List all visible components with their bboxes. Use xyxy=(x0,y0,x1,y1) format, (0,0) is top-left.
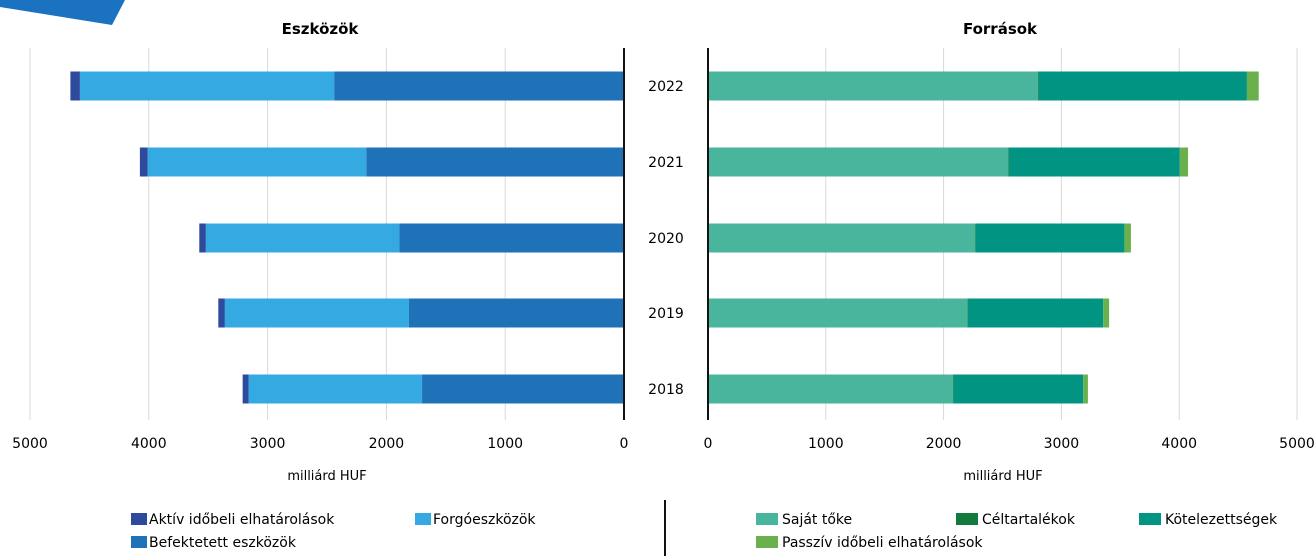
right-bar-segment xyxy=(1179,147,1189,177)
right-bar-segment xyxy=(708,374,954,404)
year-label: 2019 xyxy=(648,306,684,322)
right-legend-swatch xyxy=(756,513,778,525)
corner-accent-shape xyxy=(0,0,125,25)
year-label: 2020 xyxy=(648,231,684,247)
left-bar-segment xyxy=(199,223,206,253)
left-legend-label: Aktív időbeli elhatárolások xyxy=(149,512,335,528)
right-axis-label: milliárd HUF xyxy=(963,469,1042,484)
right-bar-segment xyxy=(1037,71,1039,101)
right-bar-segment xyxy=(1008,147,1009,177)
left-legend-swatch xyxy=(131,536,147,548)
left-bar-segment xyxy=(224,298,409,328)
left-bar-segment xyxy=(205,223,400,253)
left-bar-segment xyxy=(79,71,335,101)
left-bar-segment xyxy=(70,71,80,101)
right-bar-segment xyxy=(1103,298,1110,328)
left-bar-segment xyxy=(147,147,367,177)
right-tick-label: 1000 xyxy=(808,436,844,452)
left-tick-label: 4000 xyxy=(131,436,167,452)
right-bar-segment xyxy=(1083,374,1088,404)
left-bar-segment xyxy=(422,374,624,404)
left-tick-label: 5000 xyxy=(12,436,48,452)
left-axis-label: milliárd HUF xyxy=(287,469,366,484)
right-bar-segment xyxy=(708,147,1009,177)
right-bar-segment xyxy=(708,71,1038,101)
right-legend-swatch xyxy=(1139,513,1161,525)
left-bar-segment xyxy=(242,374,249,404)
right-bar-segment xyxy=(953,374,1084,404)
year-labels: 2022 2021 2020 2019 2018 xyxy=(648,79,684,398)
right-bar-segment xyxy=(975,223,1125,253)
left-tick-label: 2000 xyxy=(369,436,405,452)
left-legend-label: Forgóeszközök xyxy=(433,512,536,528)
right-chart-title: Források xyxy=(963,20,1038,38)
year-label: 2021 xyxy=(648,155,684,171)
right-bar-segment xyxy=(708,223,976,253)
left-tick-labels: 5000 4000 3000 2000 1000 0 xyxy=(12,436,628,452)
right-legend-label: Saját tőke xyxy=(782,512,852,528)
right-bar-segment xyxy=(967,298,968,328)
right-bar-segment xyxy=(953,374,954,404)
left-bar-segment xyxy=(334,71,624,101)
left-bar-segment xyxy=(408,298,624,328)
right-legend-label: Céltartalékok xyxy=(982,512,1076,528)
right-legend-label: Passzív időbeli elhatárolások xyxy=(782,535,983,551)
right-legend-label: Kötelezettségek xyxy=(1165,512,1278,528)
year-label: 2022 xyxy=(648,79,684,95)
right-bar-segment xyxy=(1246,71,1259,101)
right-bar-segment xyxy=(975,223,976,253)
left-tick-label: 0 xyxy=(620,436,629,452)
right-legend-swatch xyxy=(756,536,778,548)
left-bar-segment xyxy=(399,223,624,253)
left-bars xyxy=(70,71,624,404)
left-legend: Aktív időbeli elhatárolások Forgóeszközök… xyxy=(131,512,536,551)
right-tick-label: 4000 xyxy=(1161,436,1197,452)
year-label: 2018 xyxy=(648,382,684,398)
left-bar-segment xyxy=(139,147,148,177)
right-bar-segment xyxy=(1008,147,1180,177)
right-tick-labels: 0 1000 2000 3000 4000 5000 xyxy=(704,436,1315,452)
left-bar-segment xyxy=(248,374,423,404)
right-bar-segment xyxy=(1124,223,1131,253)
right-bar-segment xyxy=(708,298,968,328)
left-tick-label: 1000 xyxy=(487,436,523,452)
left-legend-swatch xyxy=(415,513,431,525)
right-tick-label: 2000 xyxy=(926,436,962,452)
right-legend: Saját tőke Céltartalékok Kötelezettségek Pa… xyxy=(756,512,1278,551)
left-legend-label: Befektetett eszközök xyxy=(149,535,297,551)
left-chart-title: Eszközök xyxy=(282,20,360,38)
right-tick-label: 3000 xyxy=(1044,436,1080,452)
left-bar-segment xyxy=(218,298,225,328)
right-bars xyxy=(708,71,1259,404)
right-tick-label: 5000 xyxy=(1279,436,1315,452)
left-bar-segment xyxy=(366,147,624,177)
right-tick-label: 0 xyxy=(704,436,713,452)
right-bar-segment xyxy=(1038,71,1247,101)
left-tick-label: 3000 xyxy=(250,436,286,452)
right-legend-swatch xyxy=(956,513,978,525)
left-legend-swatch xyxy=(131,513,147,525)
right-bar-segment xyxy=(967,298,1104,328)
